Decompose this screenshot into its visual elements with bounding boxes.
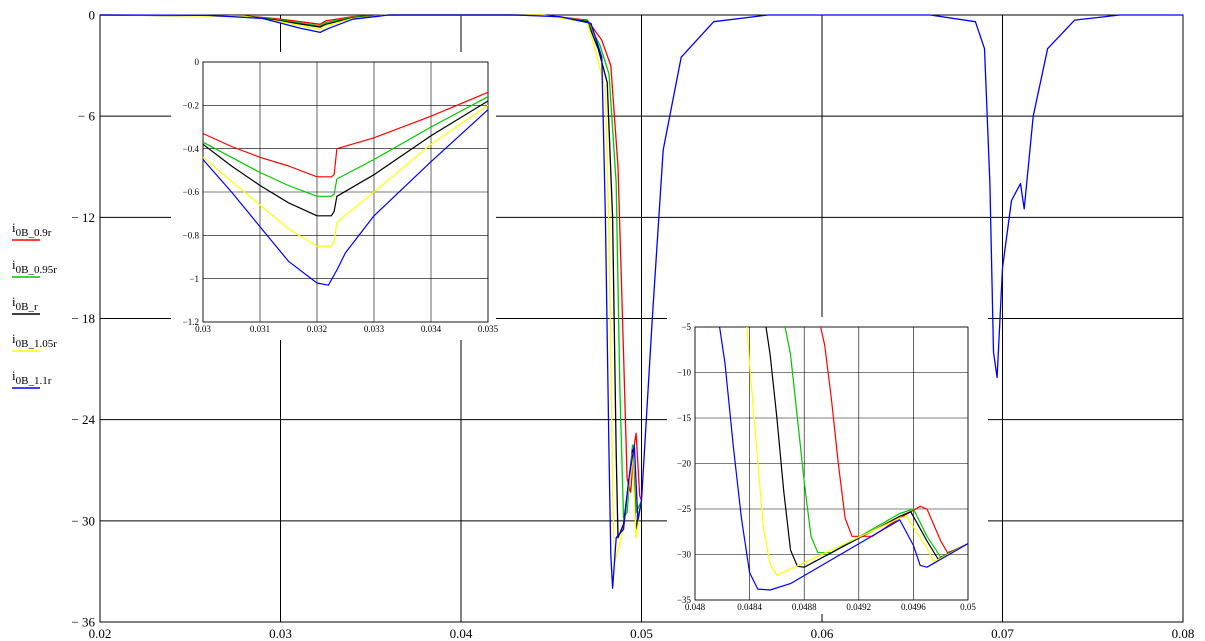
main-xtick-label-3: 0.05: [630, 626, 653, 641]
inset-right-frame: [694, 326, 969, 601]
legend: i0B_0.9r i0B_0.95r i0B_r i0B_1.05r i0B_1.1r: [12, 220, 57, 389]
inset-left-ytick-label-0: 0: [195, 57, 200, 67]
main-ytick-label-5: − 30: [71, 513, 95, 528]
main-ytick-label-2: − 12: [71, 210, 95, 225]
main-xtick-label-2: 0.04: [450, 626, 473, 641]
inset-right-xtick-label-1: 0.0484: [737, 602, 762, 612]
main-xtick-label-5: 0.07: [991, 626, 1014, 641]
main-xtick-label-6: 0.08: [1172, 626, 1195, 641]
inset-right-xtick-label-2: 0.0488: [792, 602, 817, 612]
inset-left-xtick-label-4: 0.034: [421, 324, 442, 334]
legend-label-1: i0B_0.95r: [12, 257, 57, 276]
inset-left-xtick-label-1: 0.031: [250, 324, 270, 334]
inset-left-xtick-label-3: 0.033: [364, 324, 385, 334]
inset-left-series-3: [202, 104, 489, 247]
inset-left-series-1: [202, 96, 489, 197]
main-ytick-label-1: − 6: [78, 109, 96, 124]
inset-right-series-2: [765, 326, 969, 568]
inset-left-ytick-label-2: −0.4: [183, 144, 200, 154]
main-ytick-label-0: 0: [89, 8, 96, 23]
main-xtick-label-0: 0.02: [89, 626, 112, 641]
inset-left-ytick-label-4: −0.8: [183, 230, 200, 240]
inset-chart-right: 0.048 0.0484 0.0488 0.0492 0.0496 0.05 −5 −10 −1…: [667, 317, 988, 614]
main-ytick-label-4: − 24: [71, 412, 95, 427]
inset-left-xtick-label-5: 0.035: [478, 324, 499, 334]
inset-right-ytick-label-6: −35: [677, 595, 692, 605]
inset-left-background: [171, 52, 496, 340]
main-frame: [99, 14, 1184, 623]
inset-left-ytick-label-1: −0.2: [183, 100, 199, 110]
legend-label-0: i0B_0.9r: [12, 220, 52, 239]
inset-left-frame: [202, 61, 489, 323]
inset-right-ytick-label-2: −15: [677, 413, 692, 423]
inset-left-ytick-label-5: −1: [189, 274, 199, 284]
inset-right-ytick-label-3: −20: [677, 459, 692, 469]
inset-right-ytick-label-5: −30: [677, 550, 692, 560]
main-series-4: [99, 14, 1183, 589]
inset-left-ytick-label-3: −0.6: [183, 187, 200, 197]
inset-left-xtick-label-0: 0.03: [195, 324, 211, 334]
legend-label-4: i0B_1.1r: [12, 368, 52, 387]
inset-left-series-2: [202, 100, 489, 217]
inset-right-ytick-label-0: −5: [681, 322, 691, 332]
inset-right-xtick-label-5: 0.05: [960, 602, 976, 612]
inset-right-ytick-label-4: −25: [677, 504, 692, 514]
legend-label-2: i0B_r: [12, 294, 38, 313]
inset-left-series-4: [202, 109, 489, 286]
inset-chart-left: 0.03 0.031 0.032 0.033 0.034 0.035 0 −0.2 −0.4 −0…: [171, 52, 499, 340]
inset-right-xtick-label-3: 0.0492: [846, 602, 871, 612]
inset-right-series-4: [719, 326, 969, 591]
inset-right-ytick-label-1: −10: [677, 368, 692, 378]
inset-right-xtick-label-0: 0.048: [685, 602, 706, 612]
inset-left-xtick-label-2: 0.032: [307, 324, 327, 334]
inset-left-series-0: [202, 91, 489, 178]
inset-right-series-3: [746, 326, 969, 576]
main-ytick-label-6: − 36: [71, 615, 95, 630]
main-ytick-label-3: − 18: [71, 311, 95, 326]
legend-label-3: i0B_1.05r: [12, 331, 57, 350]
main-xtick-label-1: 0.03: [269, 626, 292, 641]
inset-left-ytick-label-6: −1.2: [183, 317, 199, 327]
inset-right-xtick-label-4: 0.0496: [901, 602, 926, 612]
inset-right-background: [667, 317, 988, 614]
main-xtick-label-4: 0.06: [811, 626, 834, 641]
